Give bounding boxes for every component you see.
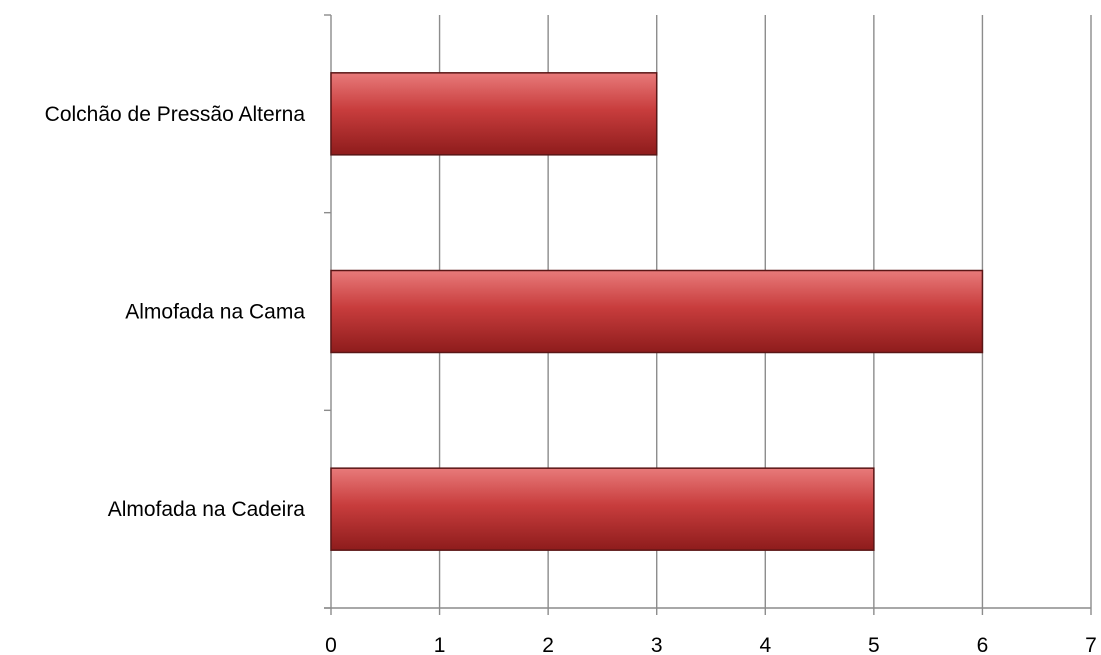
bar-3 xyxy=(330,467,875,551)
bars xyxy=(330,72,984,551)
category-label-3: Almofada na Cadeira xyxy=(108,498,306,521)
x-tick-label-7: 7 xyxy=(1085,634,1097,655)
bar-1 xyxy=(330,72,658,156)
bar-2 xyxy=(330,269,984,354)
labels: 0 1 2 3 4 5 6 7 Colchão de Pressão Alterna Almofa… xyxy=(45,103,1097,655)
x-tick-label-5: 5 xyxy=(868,634,880,655)
x-tick-label-0: 0 xyxy=(325,634,337,655)
x-tick-label-1: 1 xyxy=(434,634,446,655)
category-label-2: Almofada na Cama xyxy=(125,301,305,324)
x-tick-label-6: 6 xyxy=(977,634,989,655)
x-tick-label-4: 4 xyxy=(759,634,771,655)
x-tick-label-3: 3 xyxy=(651,634,663,655)
x-tick-label-2: 2 xyxy=(542,634,554,655)
category-label-1: Colchão de Pressão Alterna xyxy=(45,103,306,126)
